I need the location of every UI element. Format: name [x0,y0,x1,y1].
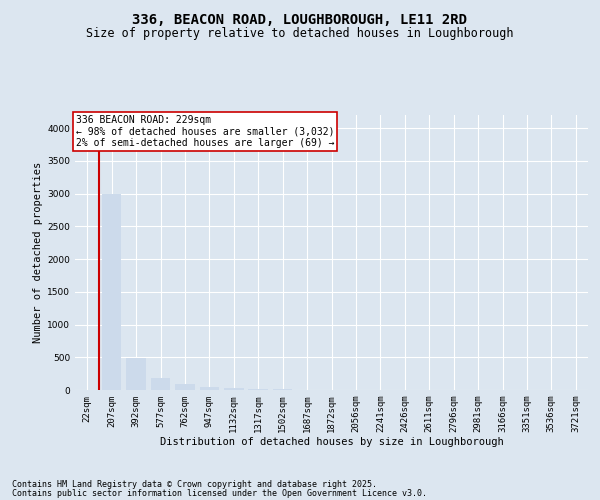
Bar [151,378,170,390]
Text: Contains HM Land Registry data © Crown copyright and database right 2025.: Contains HM Land Registry data © Crown c… [12,480,377,489]
Bar [200,387,219,390]
Text: Size of property relative to detached houses in Loughborough: Size of property relative to detached ho… [86,28,514,40]
Bar [248,389,268,390]
Bar [102,194,121,390]
Bar [224,388,244,390]
Bar [175,384,194,390]
Y-axis label: Number of detached properties: Number of detached properties [33,162,43,343]
Text: 336, BEACON ROAD, LOUGHBOROUGH, LE11 2RD: 336, BEACON ROAD, LOUGHBOROUGH, LE11 2RD [133,12,467,26]
Bar [127,358,146,390]
Text: 336 BEACON ROAD: 229sqm
← 98% of detached houses are smaller (3,032)
2% of semi-: 336 BEACON ROAD: 229sqm ← 98% of detache… [76,115,334,148]
Text: Contains public sector information licensed under the Open Government Licence v3: Contains public sector information licen… [12,489,427,498]
X-axis label: Distribution of detached houses by size in Loughborough: Distribution of detached houses by size … [160,436,503,446]
